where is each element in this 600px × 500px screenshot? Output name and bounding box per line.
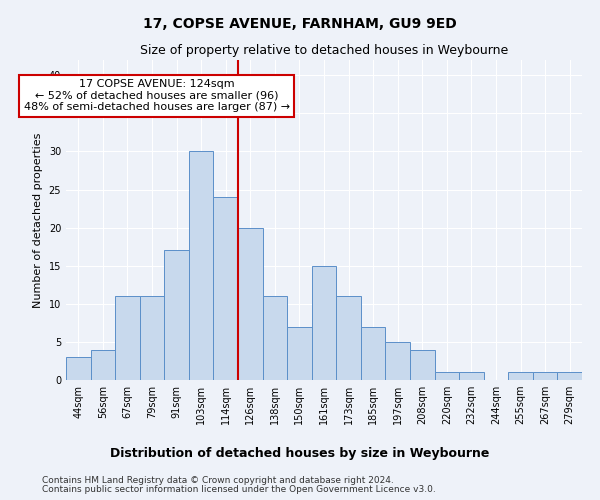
Bar bbox=[66, 357, 91, 380]
Bar bbox=[91, 350, 115, 380]
Bar bbox=[557, 372, 582, 380]
Text: 17, COPSE AVENUE, FARNHAM, GU9 9ED: 17, COPSE AVENUE, FARNHAM, GU9 9ED bbox=[143, 18, 457, 32]
Bar bbox=[385, 342, 410, 380]
Bar bbox=[434, 372, 459, 380]
Bar bbox=[263, 296, 287, 380]
Y-axis label: Number of detached properties: Number of detached properties bbox=[33, 132, 43, 308]
Bar bbox=[312, 266, 336, 380]
Title: Size of property relative to detached houses in Weybourne: Size of property relative to detached ho… bbox=[140, 44, 508, 58]
Bar bbox=[214, 197, 238, 380]
Bar bbox=[140, 296, 164, 380]
Bar bbox=[459, 372, 484, 380]
Bar bbox=[115, 296, 140, 380]
Text: Distribution of detached houses by size in Weybourne: Distribution of detached houses by size … bbox=[110, 448, 490, 460]
Text: 17 COPSE AVENUE: 124sqm
← 52% of detached houses are smaller (96)
48% of semi-de: 17 COPSE AVENUE: 124sqm ← 52% of detache… bbox=[24, 79, 290, 112]
Bar bbox=[361, 326, 385, 380]
Text: Contains public sector information licensed under the Open Government Licence v3: Contains public sector information licen… bbox=[42, 485, 436, 494]
Bar bbox=[508, 372, 533, 380]
Bar bbox=[533, 372, 557, 380]
Bar bbox=[410, 350, 434, 380]
Text: Contains HM Land Registry data © Crown copyright and database right 2024.: Contains HM Land Registry data © Crown c… bbox=[42, 476, 394, 485]
Bar bbox=[238, 228, 263, 380]
Bar bbox=[164, 250, 189, 380]
Bar bbox=[189, 152, 214, 380]
Bar bbox=[336, 296, 361, 380]
Bar bbox=[287, 326, 312, 380]
